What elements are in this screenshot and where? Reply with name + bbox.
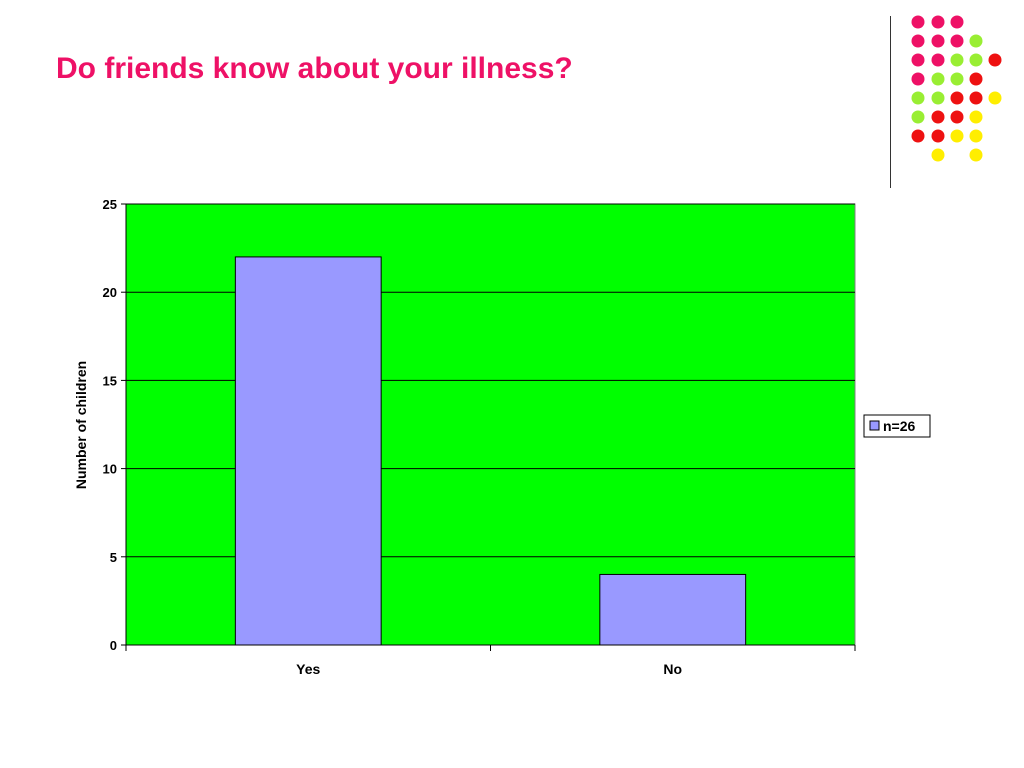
decorative-divider [890, 16, 891, 188]
x-tick-label: No [663, 661, 682, 677]
x-tick-label: Yes [296, 661, 320, 677]
legend-swatch [869, 420, 880, 431]
y-tick-label: 10 [103, 462, 117, 477]
bar [599, 573, 747, 646]
legend: n=26 [863, 414, 931, 438]
y-tick-label: 0 [110, 638, 117, 653]
y-tick-label: 15 [103, 373, 117, 388]
y-tick-label: 25 [103, 197, 117, 212]
y-tick-label: 5 [110, 550, 117, 565]
y-tick-label: 20 [103, 285, 117, 300]
legend-label: n=26 [883, 418, 916, 434]
bar [234, 256, 382, 646]
y-axis-label: Number of children [73, 361, 89, 489]
slide-title: Do friends know about your illness? [56, 52, 573, 85]
